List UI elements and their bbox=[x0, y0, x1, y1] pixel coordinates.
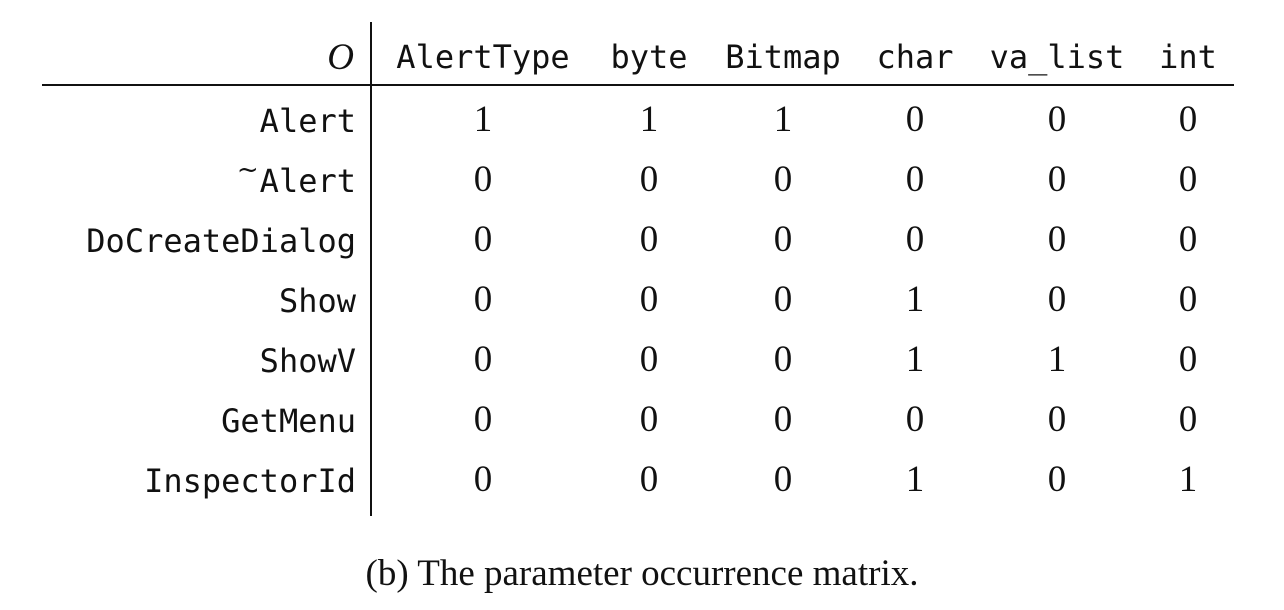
matrix-cell: 1 bbox=[1178, 459, 1198, 500]
matrix-cell: 0 bbox=[1047, 159, 1067, 200]
matrix-cell: 1 bbox=[473, 99, 493, 140]
matrix-cell: 0 bbox=[473, 219, 493, 260]
column-header: int bbox=[1159, 38, 1217, 76]
matrix-cell: 0 bbox=[1178, 219, 1198, 260]
row-header: ShowV bbox=[259, 342, 356, 380]
matrix-cell: 0 bbox=[1178, 339, 1198, 380]
column-header: va_list bbox=[989, 38, 1125, 76]
matrix-cell: 0 bbox=[773, 339, 793, 380]
matrix-cell: 0 bbox=[905, 99, 925, 140]
row-header: GetMenu bbox=[221, 402, 356, 440]
matrix-cell: 0 bbox=[1178, 399, 1198, 440]
matrix-cell: 0 bbox=[1047, 459, 1067, 500]
matrix-cell: 0 bbox=[639, 459, 659, 500]
matrix-cell: 0 bbox=[773, 219, 793, 260]
matrix-cell: 0 bbox=[1047, 279, 1067, 320]
row-header: DoCreateDialog bbox=[86, 222, 356, 260]
row-header: InspectorId bbox=[144, 462, 356, 500]
matrix-cell: 0 bbox=[905, 159, 925, 200]
matrix-cell: 0 bbox=[639, 219, 659, 260]
column-header: AlertType bbox=[396, 38, 570, 76]
column-header: byte bbox=[610, 38, 688, 76]
matrix-corner-label: O bbox=[327, 37, 354, 78]
matrix-cell: 1 bbox=[773, 99, 793, 140]
matrix-cell: 0 bbox=[639, 339, 659, 380]
matrix-cell: 0 bbox=[1178, 159, 1198, 200]
row-header: Show bbox=[278, 282, 356, 320]
matrix-cell: 0 bbox=[1047, 99, 1067, 140]
matrix-cell: 1 bbox=[905, 279, 925, 320]
vertical-rule bbox=[370, 22, 372, 516]
matrix-cell: 0 bbox=[473, 279, 493, 320]
row-header: Alert bbox=[259, 102, 356, 140]
matrix-cell: 0 bbox=[1047, 399, 1067, 440]
matrix-cell: 0 bbox=[473, 459, 493, 500]
matrix-cell: 0 bbox=[473, 159, 493, 200]
matrix-cell: 0 bbox=[639, 399, 659, 440]
matrix-cell: 0 bbox=[773, 459, 793, 500]
matrix-cell: 0 bbox=[1047, 219, 1067, 260]
matrix-cell: 0 bbox=[639, 159, 659, 200]
column-header: char bbox=[876, 38, 954, 76]
matrix-cell: 1 bbox=[1047, 339, 1067, 380]
matrix-cell: 0 bbox=[773, 399, 793, 440]
matrix-cell: 0 bbox=[473, 399, 493, 440]
matrix-cell: 0 bbox=[905, 219, 925, 260]
matrix-cell: 0 bbox=[639, 279, 659, 320]
matrix-cell: 1 bbox=[905, 339, 925, 380]
matrix-cell: 0 bbox=[473, 339, 493, 380]
horizontal-rule bbox=[42, 84, 1234, 86]
table-caption: (b) The parameter occurrence matrix. bbox=[365, 553, 919, 594]
matrix-cell: 0 bbox=[1178, 279, 1198, 320]
column-header: Bitmap bbox=[725, 38, 841, 76]
parameter-occurrence-matrix: O AlertType byte Bitmap char va_list int Aler… bbox=[42, 22, 1234, 516]
matrix-cell: 1 bbox=[639, 99, 659, 140]
matrix-cell: 0 bbox=[905, 399, 925, 440]
matrix-cell: 0 bbox=[773, 159, 793, 200]
matrix-cell: 0 bbox=[773, 279, 793, 320]
matrix-cell: 0 bbox=[1178, 99, 1198, 140]
matrix-cell: 1 bbox=[905, 459, 925, 500]
row-header: ~Alert bbox=[236, 155, 356, 200]
